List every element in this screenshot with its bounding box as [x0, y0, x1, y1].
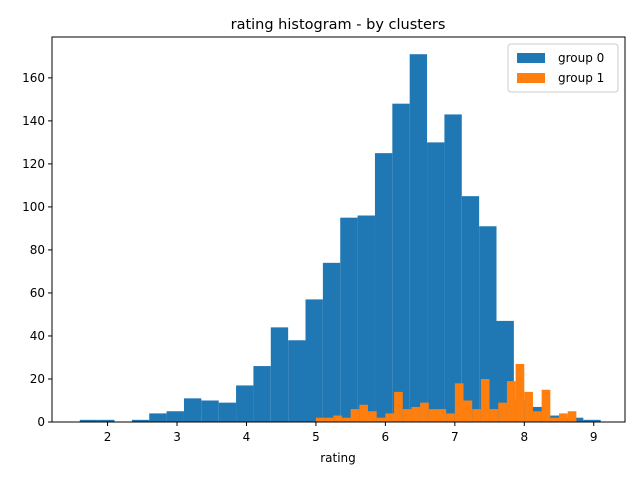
y-tick-label: 140: [22, 114, 45, 128]
bar-series-1: [480, 378, 490, 422]
bar-series-1: [394, 391, 403, 422]
x-tick-label: 7: [451, 430, 459, 444]
x-axis: 2 3 4 5 6 7 8 9: [104, 422, 598, 444]
bar-series-0: [149, 413, 167, 422]
y-tick-label: 80: [30, 243, 45, 257]
bar-series-1: [454, 383, 464, 422]
x-tick-label: 4: [243, 430, 251, 444]
bar-series-1: [463, 400, 473, 422]
bar-series-1: [498, 402, 507, 422]
bars-layer: [79, 54, 601, 423]
bar-series-0: [166, 411, 184, 422]
bar-series-1: [376, 417, 386, 422]
y-tick-label: 60: [30, 286, 45, 300]
bar-series-1: [368, 411, 377, 422]
bar-series-1: [550, 417, 560, 422]
bar-series-1: [411, 406, 421, 422]
x-tick-label: 2: [104, 430, 112, 444]
legend-swatch: [517, 53, 545, 63]
bar-series-0: [253, 366, 271, 422]
bar-series-1: [333, 415, 342, 422]
y-tick-label: 0: [37, 415, 45, 429]
bar-series-0: [357, 215, 375, 422]
y-tick-label: 120: [22, 157, 45, 171]
y-tick-label: 20: [30, 372, 45, 386]
bar-series-1: [420, 402, 429, 422]
bar-series-0: [288, 340, 306, 422]
bar-series-1: [324, 417, 334, 422]
bar-series-0: [340, 217, 358, 422]
bar-series-0: [427, 142, 445, 423]
legend-label: group 1: [558, 71, 604, 85]
bar-series-0: [392, 103, 410, 423]
bar-series-1: [515, 363, 525, 422]
bar-series-0: [409, 54, 428, 423]
bar-series-0: [201, 400, 219, 422]
y-tick-label: 160: [22, 71, 45, 85]
x-tick-label: 5: [312, 430, 320, 444]
bar-series-1: [350, 409, 360, 422]
bar-series-1: [506, 381, 516, 422]
x-tick-label: 3: [173, 430, 181, 444]
bar-series-1: [315, 417, 325, 422]
bar-series-0: [270, 327, 289, 422]
bar-series-0: [131, 419, 150, 422]
chart-title: rating histogram - by clusters: [231, 17, 446, 33]
x-tick-label: 8: [520, 430, 528, 444]
bar-series-0: [97, 419, 115, 422]
x-tick-label: 9: [590, 430, 598, 444]
y-axis: 0 20 40 60 80 100 120 140 160: [22, 71, 52, 429]
y-tick-label: 40: [30, 329, 45, 343]
bar-series-0: [183, 398, 202, 422]
bar-series-0: [236, 385, 254, 422]
bar-series-1: [532, 411, 542, 422]
bar-series-0: [479, 226, 497, 422]
bar-series-0: [583, 419, 601, 422]
bar-series-1: [359, 404, 369, 422]
bar-series-0: [305, 299, 323, 422]
legend-label: group 0: [558, 51, 604, 65]
bar-series-1: [567, 411, 577, 422]
legend: group 0 group 1: [507, 43, 619, 93]
bar-series-1: [428, 409, 438, 422]
plot-frame: [51, 36, 626, 423]
bar-series-0: [322, 262, 341, 422]
bar-series-1: [559, 413, 568, 422]
bar-series-1: [489, 409, 499, 422]
bar-series-1: [541, 389, 551, 422]
x-tick-label: 6: [382, 430, 390, 444]
bar-series-0: [79, 419, 98, 422]
bar-series-1: [341, 417, 351, 422]
bar-series-0: [374, 153, 393, 422]
bar-series-1: [446, 413, 455, 422]
bar-series-1: [437, 409, 447, 422]
bar-series-1: [385, 413, 395, 422]
x-axis-label: rating: [320, 451, 356, 465]
y-tick-label: 100: [22, 200, 45, 214]
bar-series-1: [524, 391, 533, 422]
bar-series-0: [218, 402, 237, 422]
bar-series-1: [402, 409, 412, 422]
bar-series-1: [472, 409, 481, 422]
bar-series-0: [461, 196, 480, 422]
legend-swatch: [517, 73, 545, 83]
bar-series-0: [444, 114, 462, 422]
